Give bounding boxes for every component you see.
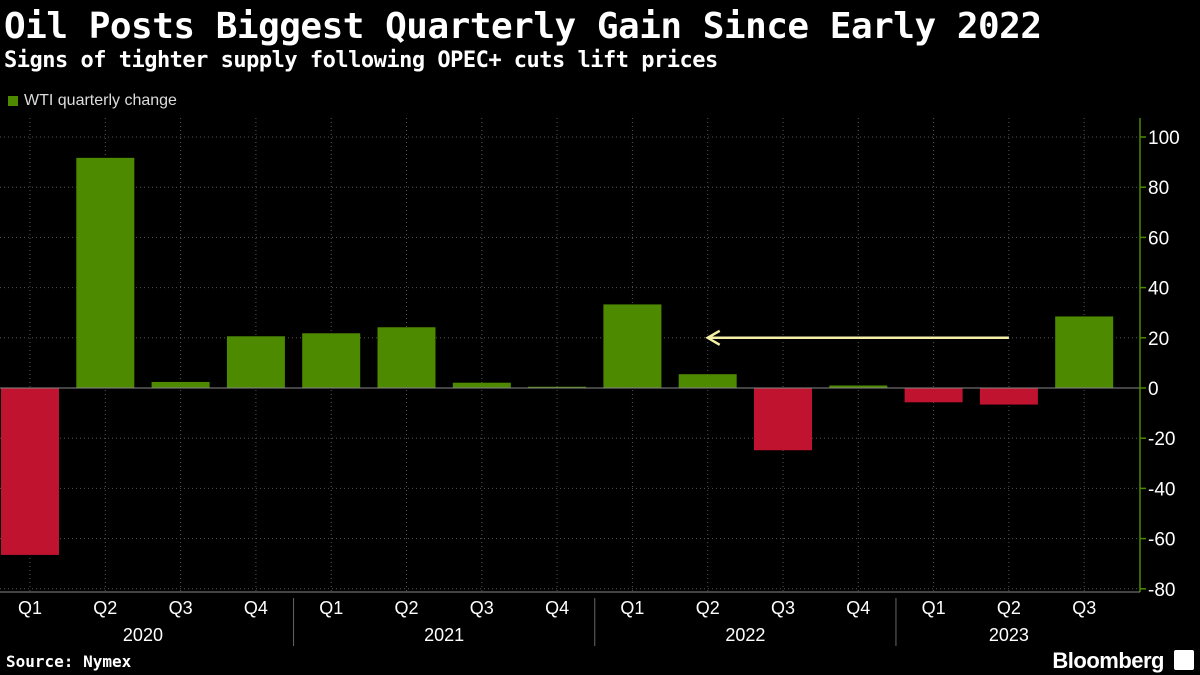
x-tick-label: Q4 [545,598,569,618]
legend-label: WTI quarterly change [24,92,177,109]
x-tick-label: Q3 [771,598,795,618]
bar-11 [829,385,888,388]
bar-6 [452,382,511,388]
chart-subtitle: Signs of tighter supply following OPEC+ … [4,48,718,73]
bar-7 [528,386,587,388]
year-label: 2022 [725,625,765,645]
bar-3 [226,336,285,388]
y-tick-label: 80 [1148,178,1169,199]
chart-title: Oil Posts Biggest Quarterly Gain Since E… [4,6,1042,47]
bar-1 [76,157,135,388]
bar-12 [904,388,963,403]
bar-2 [151,381,210,388]
legend-swatch [8,96,18,106]
bar-0 [1,388,59,555]
x-tick-label: Q4 [244,598,268,618]
y-tick-label: 0 [1148,379,1159,400]
y-tick-label: -20 [1148,429,1175,450]
source-note: Source: Nymex [6,652,132,671]
y-tick-label: -40 [1148,479,1175,500]
x-tick-label: Q1 [922,598,946,618]
year-label: 2020 [123,625,163,645]
y-tick-label: -60 [1148,530,1175,551]
bar-8 [603,304,662,388]
bar-5 [377,327,436,388]
bar-9 [678,374,737,388]
bar-4 [302,333,361,388]
y-tick-label: 60 [1148,228,1169,249]
bloomberg-mark-icon [1174,650,1194,670]
year-label: 2023 [989,625,1029,645]
x-tick-label: Q2 [997,598,1021,618]
bloomberg-logo: Bloomberg [1052,648,1164,673]
x-tick-label: Q3 [470,598,494,618]
bar-14 [1055,316,1114,388]
x-tick-label: Q2 [394,598,418,618]
y-tick-label: 100 [1148,128,1180,149]
y-tick-label: -80 [1148,580,1175,601]
x-tick-label: Q4 [846,598,870,618]
x-tick-label: Q3 [169,598,193,618]
x-tick-label: Q1 [18,598,42,618]
x-tick-label: Q3 [1072,598,1096,618]
year-label: 2021 [424,625,464,645]
y-tick-label: 40 [1148,279,1169,300]
bar-10 [754,388,812,451]
bar-13 [979,388,1038,405]
annotation-arrow-head [705,329,721,346]
x-tick-label: Q2 [696,598,720,618]
x-tick-label: Q1 [620,598,644,618]
x-tick-label: Q1 [319,598,343,618]
y-tick-label: 20 [1148,329,1169,350]
x-tick-label: Q2 [93,598,117,618]
legend: WTI quarterly change [8,92,177,110]
